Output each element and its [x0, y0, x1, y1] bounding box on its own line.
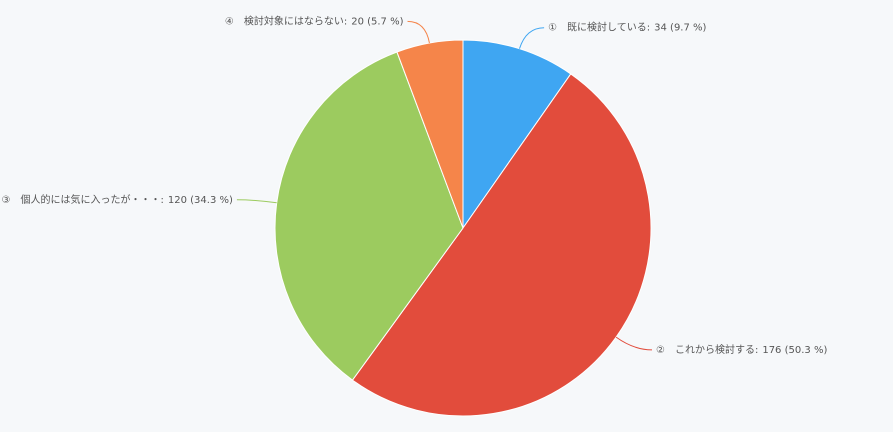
slice-label: ① 既に検討している: 34 (9.7 %) [548, 21, 706, 34]
value-label: 120 (34.3 %) [168, 195, 233, 206]
leader-line [407, 20, 430, 44]
pie-slice [396, 39, 464, 229]
value-label: 34 (9.7 %) [654, 23, 706, 34]
pie-slice [274, 51, 464, 381]
pie-slice [351, 73, 652, 417]
category-label: ① 既に検討している: [548, 21, 650, 34]
slice-label: ④ 検討対象にはならない: 20 (5.7 %) [225, 14, 404, 27]
value-label: 176 (50.3 %) [762, 345, 827, 356]
slice-label: ③ 個人的には気に入ったが・・・: 120 (34.3 %) [2, 193, 233, 206]
category-label: ② これから検討する: [656, 343, 758, 356]
leader-line [615, 336, 652, 351]
slice-label: ② これから検討する: 176 (50.3 %) [656, 343, 827, 356]
leader-line [519, 27, 545, 49]
pie-slice [462, 39, 572, 230]
category-label: ④ 検討対象にはならない: [225, 14, 347, 27]
category-label: ③ 個人的には気に入ったが・・・: [2, 193, 164, 206]
leader-line [236, 199, 277, 204]
value-label: 20 (5.7 %) [351, 16, 403, 27]
